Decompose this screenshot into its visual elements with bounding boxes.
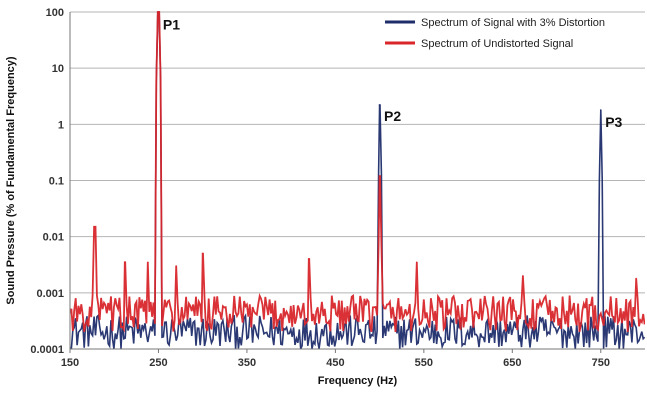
y-tick-label: 10 (52, 63, 64, 75)
legend: Spectrum of Signal with 3% Distortion Spe… (385, 17, 605, 50)
y-tick-label: 0.01 (43, 232, 64, 244)
peak-point (157, 11, 160, 13)
peak-label-p1: P1 (163, 16, 180, 32)
peak-point (635, 277, 637, 280)
x-tick-label: 250 (149, 357, 167, 369)
x-tick-label: 550 (415, 357, 433, 369)
peak-point (147, 261, 149, 264)
peak-point (378, 104, 381, 106)
legend-label: Spectrum of Signal with 3% Distortion (421, 17, 605, 29)
x-tick-label: 450 (326, 357, 344, 369)
peak-label-p2: P2 (384, 108, 401, 124)
peak-point (93, 225, 96, 228)
x-axis-title: Frequency (Hz) (318, 375, 398, 387)
y-tick-label: 0.1 (49, 176, 64, 188)
axis-layer: 0.0001 0.001 0.01 0.1 1 10 100 150 250 350 450 550 6… (30, 7, 645, 369)
peak-point (201, 252, 204, 255)
peak-point (175, 265, 177, 267)
peak-point (124, 261, 126, 264)
peak-point (308, 258, 310, 260)
y-tick-label: 0.0001 (30, 344, 64, 356)
peak-point (415, 261, 418, 264)
y-tick-label: 100 (46, 7, 64, 19)
x-tick-label: 650 (503, 357, 521, 369)
peak-point (378, 175, 381, 177)
peak-point (522, 275, 524, 277)
y-tick-label: 1 (58, 119, 64, 131)
peak-label-p3: P3 (605, 114, 622, 130)
annotation-layer: P1 P2 P3 (163, 16, 623, 130)
x-tick-label: 350 (238, 357, 256, 369)
y-axis-title: Sound Pressure (% of Fundamental Frequen… (5, 56, 17, 304)
legend-label: Spectrum of Undistorted Signal (421, 38, 573, 50)
x-tick-label: 150 (61, 357, 79, 369)
x-tick-label: 750 (592, 357, 610, 369)
grid-layer (70, 11, 645, 350)
y-tick-label: 0.001 (36, 288, 64, 300)
series-line-2 (70, 11, 645, 333)
series-layer (70, 11, 645, 349)
peak-point (599, 109, 602, 111)
